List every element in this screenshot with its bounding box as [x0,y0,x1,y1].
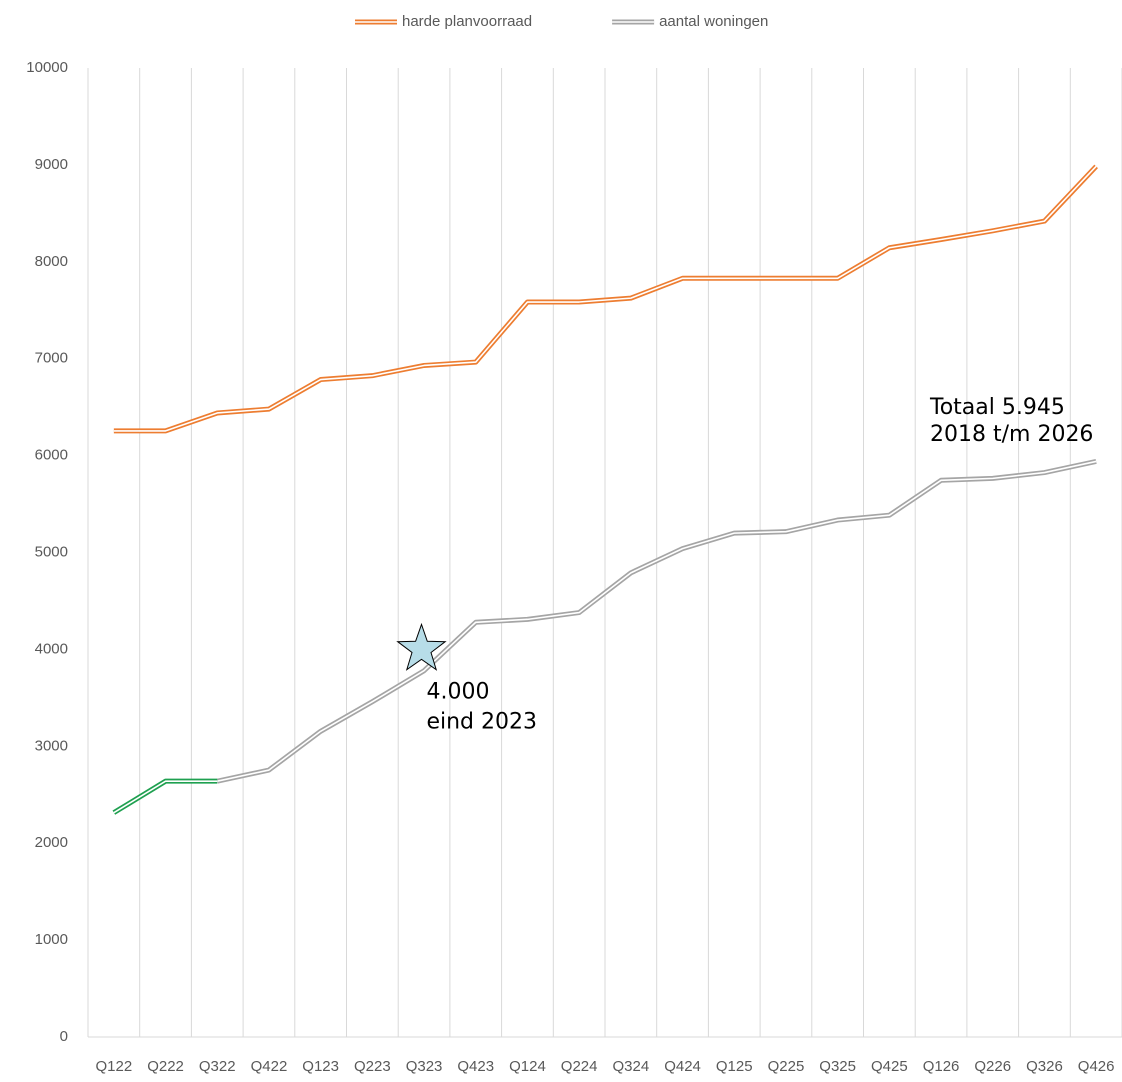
x-tick-label: Q124 [509,1058,546,1075]
x-tick-label: Q322 [199,1058,236,1075]
x-tick-label: Q125 [716,1058,753,1075]
y-tick-label: 5000 [35,543,68,560]
annotation-star [396,622,447,671]
x-tick-label: Q122 [95,1058,132,1075]
annotation-text: 2018 t/m 2026 [930,422,1093,447]
series-line-inner [217,460,1097,782]
x-tick-label: Q424 [664,1058,701,1075]
x-tick-label: Q425 [871,1058,908,1075]
annotation-text: Totaal 5.945 [929,395,1065,420]
x-tick-label: Q326 [1026,1058,1063,1075]
y-tick-label: 9000 [35,156,68,173]
series-line-inner [113,165,1097,432]
y-tick-label: 0 [60,1028,68,1045]
x-tick-label: Q225 [768,1058,805,1075]
x-tick-label: Q226 [974,1058,1011,1075]
y-tick-label: 3000 [35,737,68,754]
x-tick-label: Q325 [819,1058,856,1075]
y-tick-label: 2000 [35,834,68,851]
x-tick-label: Q324 [612,1058,649,1075]
y-tick-label: 10000 [26,59,68,76]
legend-label: harde planvoorraad [402,13,532,30]
x-tick-label: Q222 [147,1058,184,1075]
x-tick-label: Q123 [302,1058,339,1075]
series-line-highlight [112,778,218,815]
x-tick-label: Q423 [457,1058,494,1075]
annotation-text: eind 2023 [426,709,537,734]
x-tick-label: Q223 [354,1058,391,1075]
y-tick-label: 1000 [35,931,68,948]
x-tick-label: Q126 [923,1058,960,1075]
y-tick-label: 6000 [35,447,68,464]
x-tick-label: Q224 [561,1058,598,1075]
y-tick-label: 8000 [35,253,68,270]
annotation-text: 4.000 [426,679,489,704]
legend-label: aantal woningen [659,13,768,30]
x-tick-label: Q422 [251,1058,288,1075]
x-tick-label: Q426 [1078,1058,1115,1075]
x-tick-label: Q323 [406,1058,443,1075]
y-tick-label: 4000 [35,640,68,657]
y-tick-label: 7000 [35,350,68,367]
series-line-highlight-inner [113,780,218,814]
